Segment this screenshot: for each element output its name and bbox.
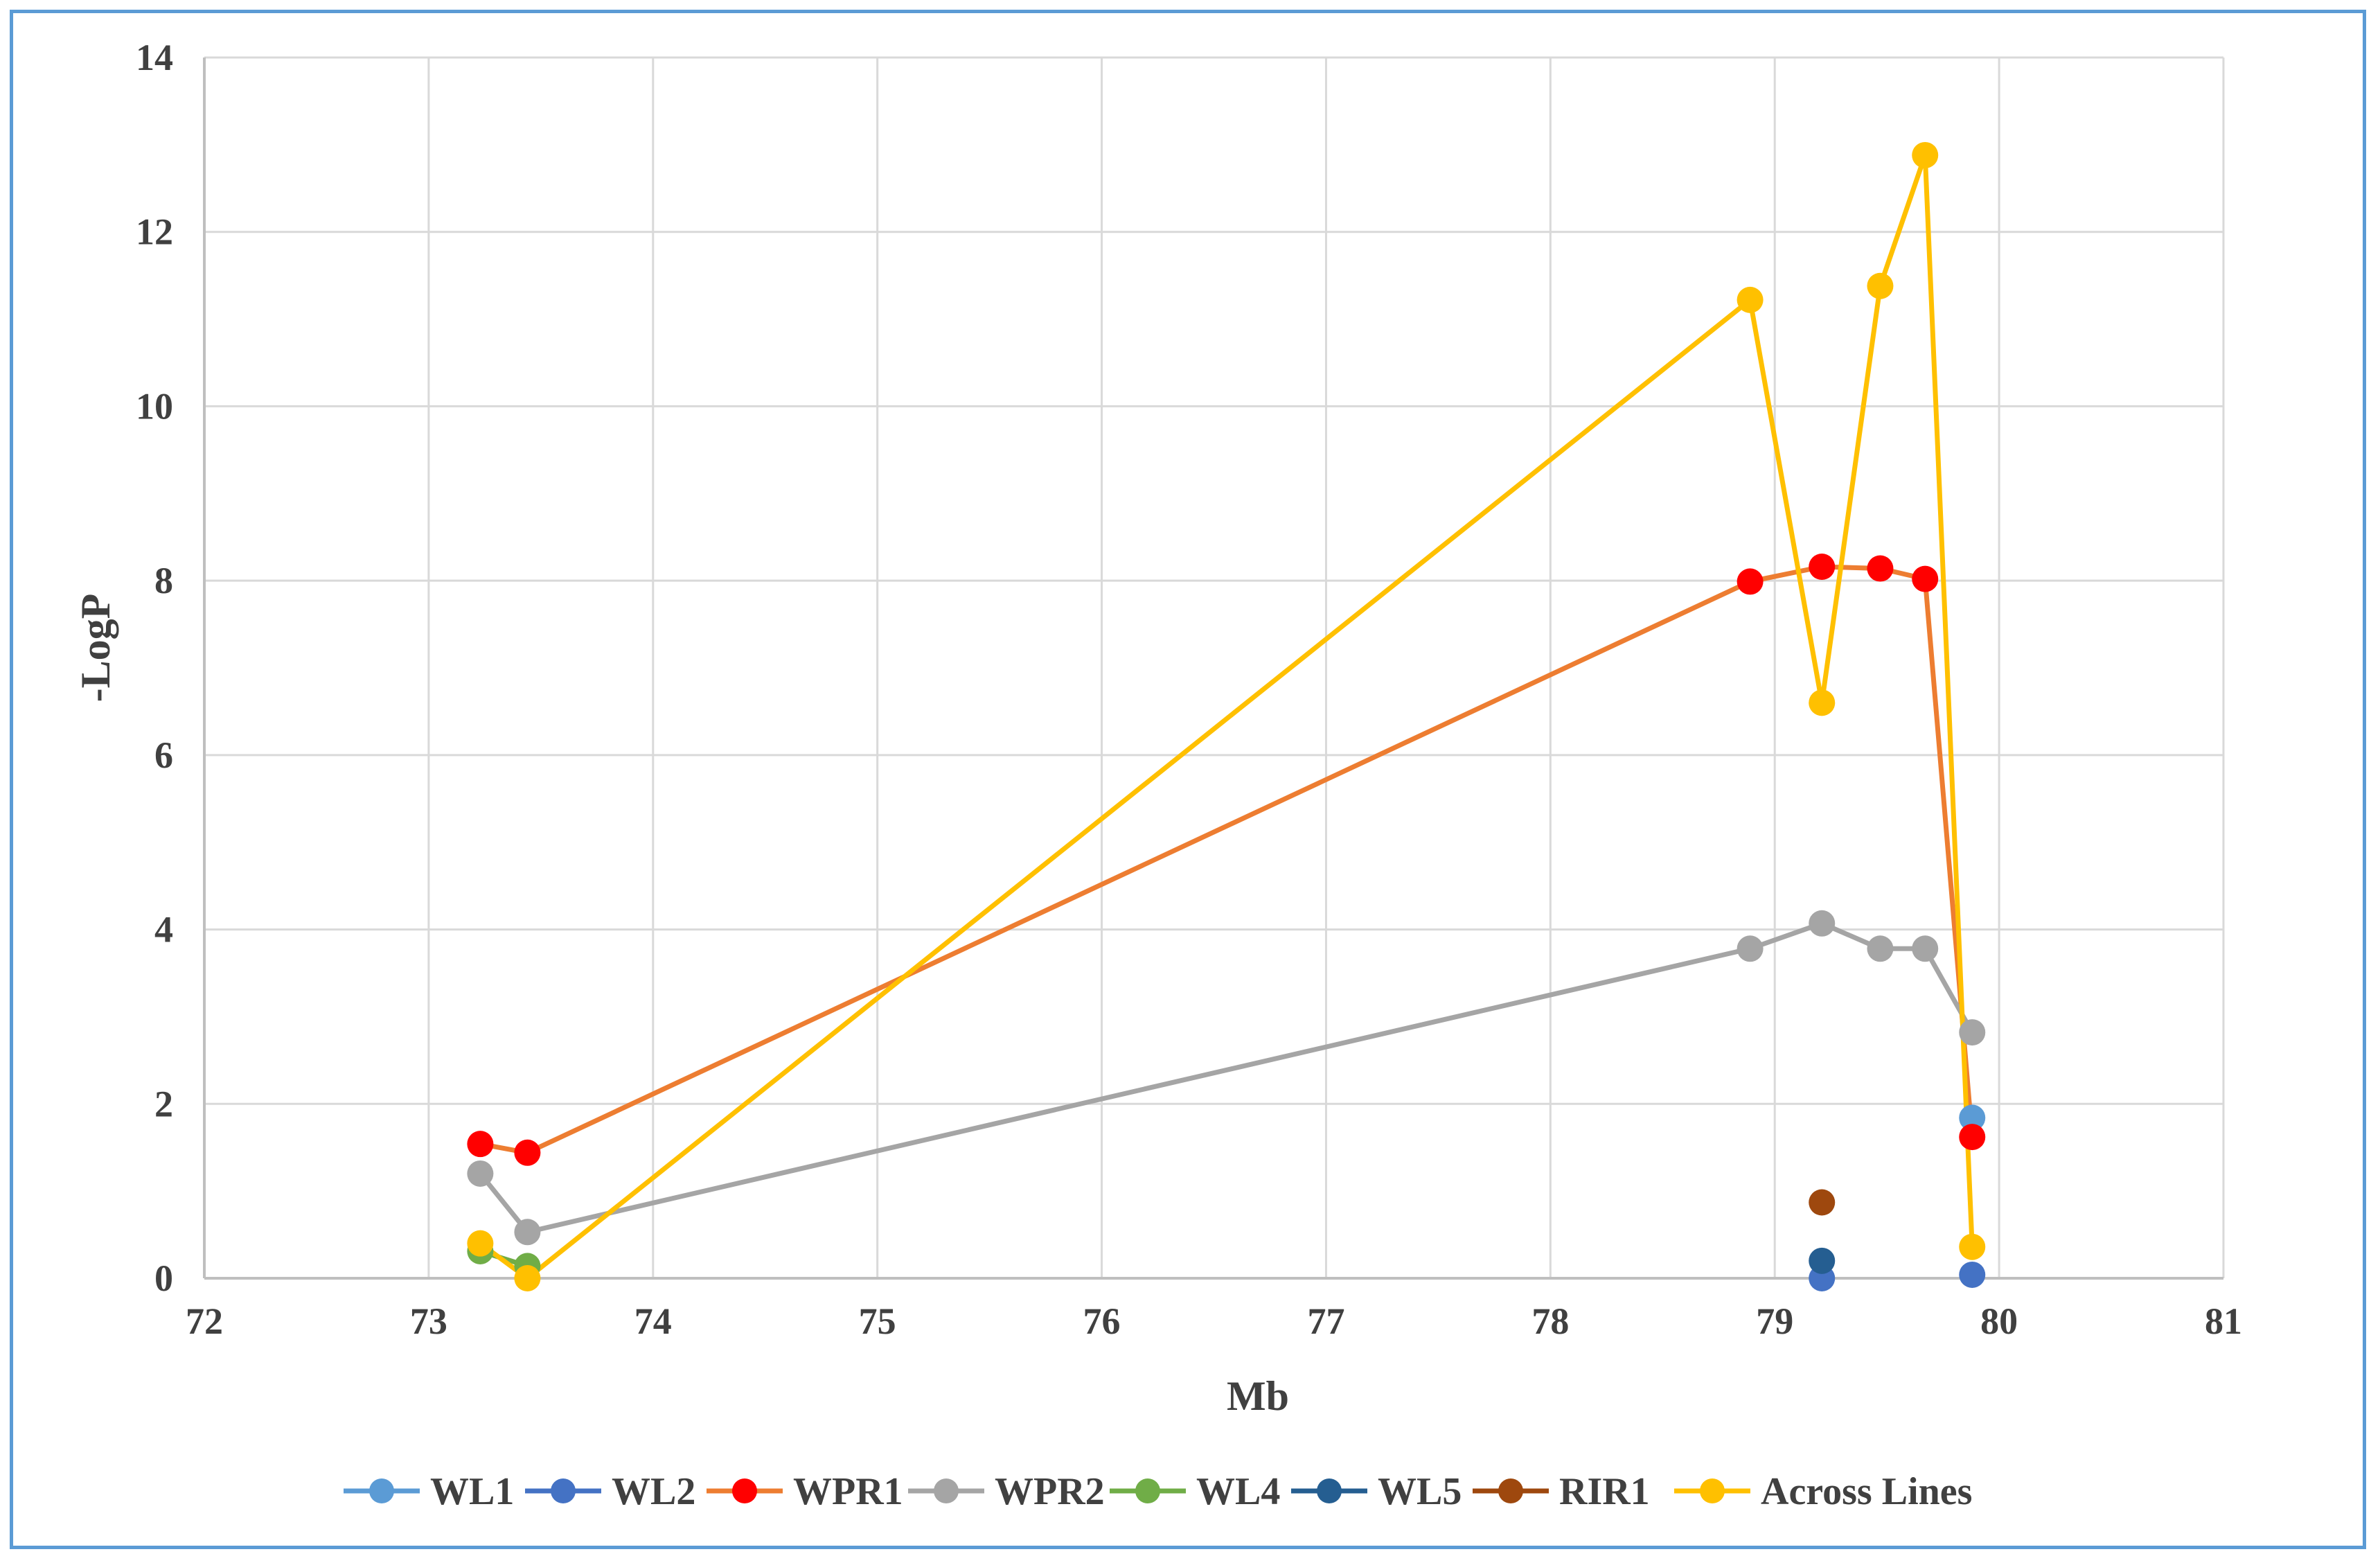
- legend-marker-wl1: [369, 1478, 394, 1503]
- legend-marker-wl4: [1135, 1478, 1160, 1503]
- x-tick-label: 72: [186, 1300, 223, 1342]
- data-point-wpr1: [1959, 1124, 1986, 1151]
- legend-marker-wl2: [551, 1478, 576, 1503]
- y-tick-label: 2: [154, 1083, 173, 1124]
- data-point-across-lines: [1809, 689, 1836, 716]
- legend-item-wl5: WL5: [1291, 1470, 1462, 1513]
- series-line-wpr1: [479, 564, 1975, 1156]
- x-tick-label: 74: [634, 1300, 672, 1342]
- legend-item-wpr1: WPR1: [707, 1470, 903, 1513]
- gridlines: [204, 56, 2225, 1278]
- x-tick-label: 77: [1307, 1300, 1344, 1342]
- legend-marker-wpr2: [934, 1478, 959, 1503]
- legend-item-across-lines: Across Lines: [1674, 1470, 1972, 1513]
- y-tick-label: 4: [154, 909, 173, 951]
- legend-marker-across-lines: [1700, 1478, 1725, 1503]
- x-tick-label: 75: [859, 1300, 896, 1342]
- data-point-wl5: [1809, 1247, 1836, 1274]
- x-tick-label: 81: [2205, 1300, 2242, 1342]
- legend-item-wpr2: WPR2: [908, 1470, 1105, 1513]
- data-point-wpr2: [514, 1219, 541, 1246]
- legend-item-wl2: WL2: [525, 1470, 695, 1513]
- data-point-wl2: [1959, 1261, 1986, 1288]
- legend-label-wpr1: WPR1: [793, 1470, 903, 1513]
- x-tick-label: 78: [1531, 1300, 1569, 1342]
- data-point-wpr2: [467, 1160, 494, 1187]
- data-point-wpr1: [514, 1139, 541, 1166]
- data-point-wpr1: [1867, 555, 1894, 582]
- legend-label-wl5: WL5: [1378, 1470, 1462, 1513]
- legend-label-wl2: WL2: [612, 1470, 695, 1513]
- data-point-wpr1: [1912, 565, 1939, 592]
- data-point-rir1: [1809, 1189, 1836, 1216]
- legend-item-wl4: WL4: [1110, 1470, 1280, 1513]
- series-markers: [467, 141, 1986, 1291]
- data-point-across-lines: [1959, 1233, 1986, 1260]
- data-point-across-lines: [1912, 141, 1939, 168]
- data-point-across-lines: [514, 1265, 541, 1291]
- x-axis-title: Mb: [1227, 1373, 1289, 1419]
- data-point-wpr2: [1912, 935, 1939, 962]
- y-tick-label: 6: [154, 734, 173, 776]
- y-tick-label: 12: [136, 211, 173, 253]
- data-point-wpr2: [1737, 935, 1764, 962]
- data-point-wpr2: [1809, 910, 1836, 937]
- series-lines: [478, 152, 1975, 1281]
- y-tick-label: 8: [154, 560, 173, 601]
- chart-frame: [10, 10, 2366, 1549]
- x-tick-label: 73: [410, 1300, 447, 1342]
- legend-marker-rir1: [1498, 1478, 1523, 1503]
- legend-label-rir1: RIR1: [1559, 1470, 1650, 1513]
- data-point-wpr1: [467, 1131, 494, 1158]
- series-line-wpr2: [478, 921, 1975, 1235]
- legend-label-wl4: WL4: [1196, 1470, 1280, 1513]
- legend-item-rir1: RIR1: [1473, 1470, 1650, 1513]
- x-tick-label: 80: [1980, 1300, 2018, 1342]
- legend: WL1 WL2 WPR1 WPR2 WL4 WL5 RIR1 Across Lines: [344, 1470, 1972, 1513]
- data-point-across-lines: [1737, 286, 1764, 313]
- data-point-wpr1: [1737, 568, 1764, 595]
- series-line-across-lines: [479, 152, 1975, 1281]
- legend-label-wpr2: WPR2: [995, 1470, 1105, 1513]
- y-tick-label: 0: [154, 1257, 173, 1299]
- legend-item-wl1: WL1: [344, 1470, 514, 1513]
- data-point-wpr2: [1959, 1019, 1986, 1046]
- data-point-wl1: [1959, 1104, 1986, 1131]
- legend-marker-wl5: [1317, 1478, 1342, 1503]
- x-tick-label: 76: [1083, 1300, 1121, 1342]
- y-tick-label: 14: [136, 37, 173, 78]
- data-point-wpr2: [1867, 935, 1894, 962]
- data-point-wpr1: [1809, 554, 1836, 581]
- x-tick-label: 79: [1756, 1300, 1793, 1342]
- data-point-across-lines: [1867, 272, 1894, 299]
- legend-label-wl1: WL1: [430, 1470, 514, 1513]
- y-axis-title: -LogP: [73, 594, 118, 703]
- y-tick-label: 10: [136, 385, 173, 427]
- legend-marker-wpr1: [732, 1478, 757, 1503]
- data-point-across-lines: [467, 1230, 494, 1257]
- legend-label-across-lines: Across Lines: [1761, 1470, 1972, 1513]
